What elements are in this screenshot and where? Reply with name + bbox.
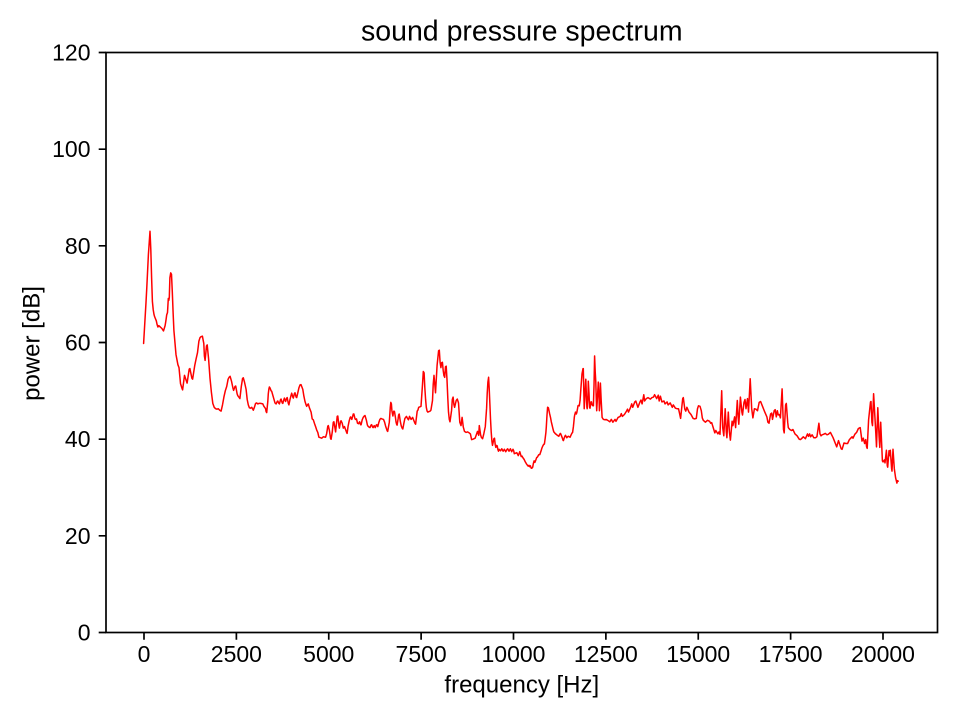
svg-text:10000: 10000	[482, 641, 546, 667]
svg-text:20000: 20000	[851, 641, 915, 667]
svg-text:60: 60	[65, 329, 91, 355]
svg-text:5000: 5000	[303, 641, 354, 667]
svg-text:40: 40	[65, 426, 91, 452]
svg-text:sound pressure spectrum: sound pressure spectrum	[361, 16, 683, 48]
svg-text:80: 80	[65, 233, 91, 259]
svg-text:120: 120	[52, 39, 90, 65]
svg-text:frequency [Hz]: frequency [Hz]	[444, 672, 599, 699]
svg-text:15000: 15000	[666, 641, 730, 667]
svg-text:100: 100	[52, 136, 90, 162]
svg-text:0: 0	[138, 641, 151, 667]
svg-text:0: 0	[78, 619, 91, 645]
svg-text:2500: 2500	[211, 641, 262, 667]
svg-text:power [dB]: power [dB]	[18, 286, 45, 401]
svg-text:7500: 7500	[396, 641, 447, 667]
svg-text:20: 20	[65, 523, 91, 549]
svg-text:12500: 12500	[574, 641, 638, 667]
svg-text:17500: 17500	[759, 641, 823, 667]
